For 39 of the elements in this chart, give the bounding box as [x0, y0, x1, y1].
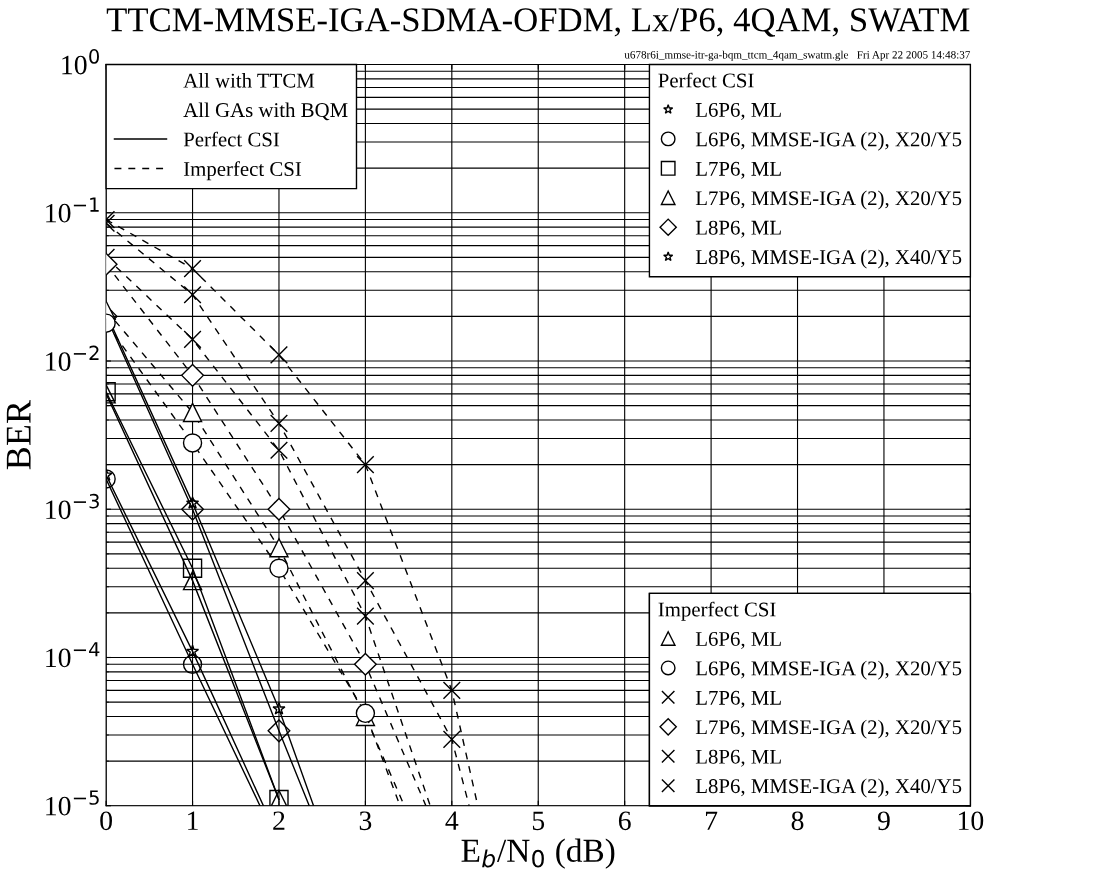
y-tick-label: 10$^{−4}$: [46, 642, 100, 668]
text: u678r6i_mmse-itr-ga-bqm_ttcm_4qam_swatm.gle Fri Apr 22 2005 14:48:37: [624, 50, 971, 61]
x-tick-label: 4: [445, 811, 459, 830]
annotation: All with TTCM: [183, 72, 315, 88]
x-axis-title: E$_{b}$/N$_{0}$ (dB): [461, 838, 615, 869]
legend-label: L8P6, MMSE-IGA (2), X40/Y5: [695, 249, 962, 269]
legend-label: L8P6, ML: [695, 749, 781, 767]
legend-label: L6P6, MMSE-IGA (2), X20/Y5: [695, 131, 962, 151]
x-tick-label: 1: [188, 811, 198, 830]
text: Perfect CSI: [658, 72, 754, 88]
y-tick-label: 10$^{−1}$: [46, 197, 99, 223]
x-tick-label: 10: [958, 811, 984, 831]
text: Imperfect CSI: [658, 601, 776, 621]
x-tick-label: 3: [359, 811, 372, 831]
legend-label: L7P6, MMSE-IGA (2), X20/Y5: [695, 190, 962, 210]
annotation: All GAs with BQM: [183, 102, 348, 121]
x-tick-label: 7: [705, 811, 718, 830]
y-axis-title: BER: [6, 400, 31, 470]
legend-label: L7P6, ML: [695, 690, 781, 708]
legend-label: L6P6, ML: [695, 102, 781, 120]
annotation: Imperfect CSI: [183, 161, 302, 181]
y-tick-label: 10$^{−5}$: [46, 790, 99, 816]
x-tick-label: 5: [532, 811, 545, 831]
y-tick-label: 10$^{−3}$: [46, 493, 99, 520]
legend-label: L6P6, MMSE-IGA (2), X20/Y5: [695, 660, 962, 680]
x-tick-label: 0: [100, 811, 112, 831]
y-tick-label: 10$^{−2}$: [46, 345, 99, 371]
chart-title: TTCM-MMSE-IGA-SDMA-OFDM, Lx/P6, 4QAM, SWATM: [106, 8, 970, 37]
x-tick-label: 6: [618, 811, 631, 831]
legend-label: L8P6, ML: [695, 220, 781, 238]
legend-label: L8P6, MMSE-IGA (2), X40/Y5: [695, 778, 962, 798]
legend-label: L7P6, ML: [695, 161, 781, 179]
legend-label: L6P6, ML: [695, 631, 781, 649]
legend-label: L7P6, MMSE-IGA (2), X20/Y5: [695, 719, 962, 739]
x-tick-label: 9: [877, 811, 890, 831]
x-tick-label: 2: [273, 811, 285, 830]
annotation: Perfect CSI: [183, 131, 280, 147]
x-tick-label: 8: [791, 811, 804, 831]
y-tick-label: 10$^{0}$: [62, 49, 99, 75]
